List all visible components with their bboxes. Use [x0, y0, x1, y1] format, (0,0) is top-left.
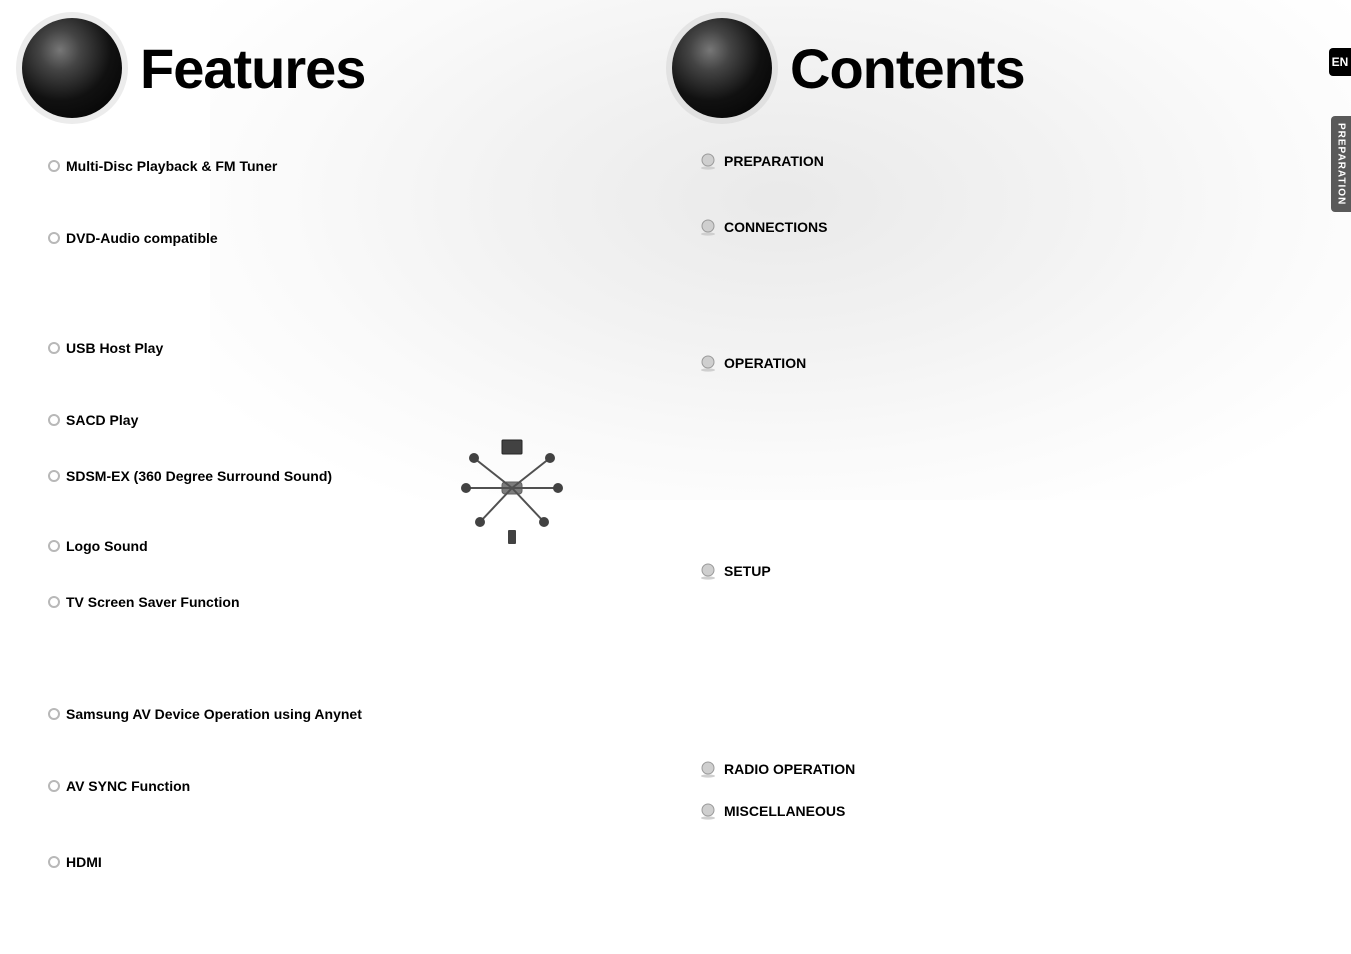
feature-label: DVD-Audio compatible — [66, 230, 218, 246]
surround-360-icon — [452, 430, 572, 550]
contents-label: RADIO OPERATION — [724, 761, 855, 777]
feature-item: TV Screen Saver Function — [48, 594, 362, 610]
feature-label: AV SYNC Function — [66, 778, 190, 794]
ring-bullet-icon — [48, 540, 60, 552]
contents-label: MISCELLANEOUS — [724, 803, 845, 819]
ring-bullet-icon — [48, 232, 60, 244]
feature-item: SACD Play — [48, 412, 362, 428]
feature-item: DVD-Audio compatible — [48, 230, 362, 246]
feature-label: HDMI — [66, 854, 102, 870]
features-list: Multi-Disc Playback & FM Tuner DVD-Audio… — [48, 158, 362, 870]
feature-label: Multi-Disc Playback & FM Tuner — [66, 158, 277, 174]
ring-bullet-icon — [48, 470, 60, 482]
ring-bullet-icon — [48, 160, 60, 172]
contents-item: OPERATION — [700, 354, 855, 372]
feature-item: USB Host Play — [48, 340, 362, 356]
sphere-bullet-icon — [700, 152, 716, 170]
speaker-icon — [672, 18, 772, 118]
ring-bullet-icon — [48, 856, 60, 868]
feature-item: SDSM-EX (360 Degree Surround Sound) — [48, 468, 362, 484]
feature-label: TV Screen Saver Function — [66, 594, 240, 610]
sphere-bullet-icon — [700, 354, 716, 372]
contents-item: SETUP — [700, 562, 855, 580]
feature-item: Samsung AV Device Operation using Anynet — [48, 706, 362, 722]
contents-list: PREPARATION CONNECTIONS OPERATION SETUP — [700, 152, 855, 820]
contents-item: MISCELLANEOUS — [700, 802, 855, 820]
feature-item: HDMI — [48, 854, 362, 870]
feature-item: Multi-Disc Playback & FM Tuner — [48, 158, 362, 174]
page-root: Features Contents EN PREPARATION Multi-D… — [0, 0, 1351, 954]
contents-heading: Contents — [790, 36, 1025, 101]
ring-bullet-icon — [48, 414, 60, 426]
features-heading-block: Features — [22, 18, 365, 118]
sphere-bullet-icon — [700, 218, 716, 236]
ring-bullet-icon — [48, 596, 60, 608]
contents-item: CONNECTIONS — [700, 218, 855, 236]
sphere-bullet-icon — [700, 802, 716, 820]
contents-label: OPERATION — [724, 355, 806, 371]
contents-label: CONNECTIONS — [724, 219, 827, 235]
speaker-icon — [22, 18, 122, 118]
contents-item: RADIO OPERATION — [700, 760, 855, 778]
contents-label: SETUP — [724, 563, 771, 579]
language-tab: EN — [1329, 48, 1351, 76]
sphere-bullet-icon — [700, 760, 716, 778]
feature-label: SACD Play — [66, 412, 138, 428]
ring-bullet-icon — [48, 780, 60, 792]
contents-heading-block: Contents — [672, 18, 1025, 118]
sphere-bullet-icon — [700, 562, 716, 580]
ring-bullet-icon — [48, 708, 60, 720]
feature-label: Logo Sound — [66, 538, 148, 554]
features-heading: Features — [140, 36, 365, 101]
feature-label: USB Host Play — [66, 340, 163, 356]
contents-label: PREPARATION — [724, 153, 824, 169]
contents-item: PREPARATION — [700, 152, 855, 170]
ring-bullet-icon — [48, 342, 60, 354]
feature-label: Samsung AV Device Operation using Anynet — [66, 706, 362, 722]
feature-item: AV SYNC Function — [48, 778, 362, 794]
feature-item: Logo Sound — [48, 538, 362, 554]
preparation-side-tab: PREPARATION — [1331, 116, 1351, 212]
feature-label: SDSM-EX (360 Degree Surround Sound) — [66, 468, 332, 484]
